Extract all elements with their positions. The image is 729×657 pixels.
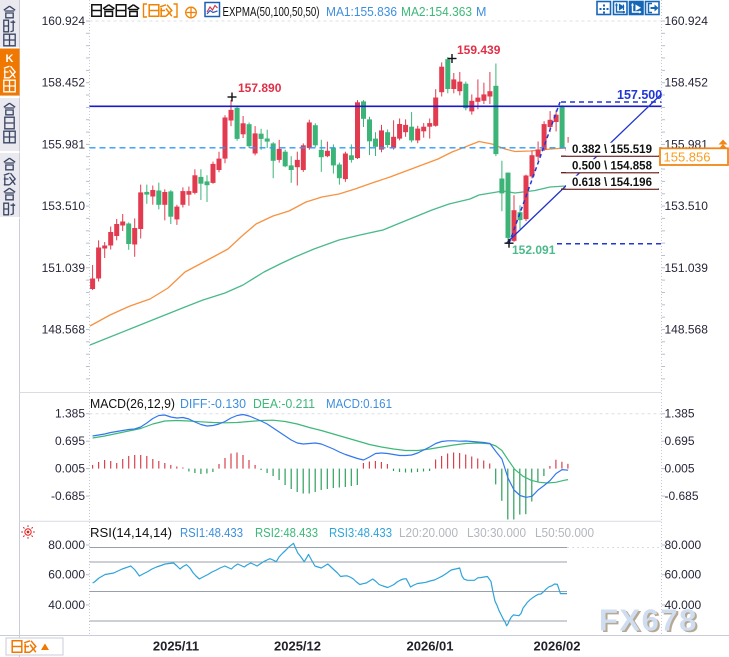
svg-text:40.000: 40.000 [665, 598, 702, 612]
svg-text:K: K [6, 53, 14, 65]
svg-text:157.890: 157.890 [238, 81, 282, 95]
svg-text:RSI1:48.433: RSI1:48.433 [180, 526, 243, 540]
svg-text:151.039: 151.039 [42, 261, 86, 275]
svg-text:60.000: 60.000 [665, 568, 702, 582]
svg-text:148.568: 148.568 [665, 323, 709, 337]
svg-text:155.981: 155.981 [42, 137, 86, 151]
svg-text:0.618 \ 154.196: 0.618 \ 154.196 [572, 177, 652, 189]
svg-text:L20:20.000: L20:20.000 [399, 526, 458, 540]
svg-text:RSI3:48.433: RSI3:48.433 [329, 526, 392, 540]
svg-text:0.005: 0.005 [665, 462, 695, 476]
svg-text:0.382 \ 155.519: 0.382 \ 155.519 [572, 144, 652, 156]
svg-text:DIFF:-0.130: DIFF:-0.130 [180, 397, 246, 411]
svg-text:160.924: 160.924 [42, 14, 86, 28]
svg-text:2025/12: 2025/12 [274, 639, 321, 654]
svg-text:0.500 \ 154.858: 0.500 \ 154.858 [572, 161, 653, 173]
svg-text:158.452: 158.452 [42, 76, 86, 90]
svg-text:M: M [476, 5, 486, 19]
svg-text:2026/01: 2026/01 [407, 639, 454, 654]
svg-text:RSI2:48.433: RSI2:48.433 [255, 526, 318, 540]
svg-text:L30:30.000: L30:30.000 [467, 526, 526, 540]
svg-text:DEA:-0.211: DEA:-0.211 [253, 397, 315, 411]
svg-text:157.500: 157.500 [617, 88, 662, 102]
svg-text:80.000: 80.000 [48, 538, 85, 552]
svg-text:RSI(14,14,14): RSI(14,14,14) [90, 526, 172, 540]
svg-text:MACD:0.161: MACD:0.161 [326, 397, 392, 411]
svg-text:160.924: 160.924 [665, 14, 709, 28]
svg-text:151.039: 151.039 [665, 261, 709, 275]
svg-text:-0.685: -0.685 [51, 489, 85, 503]
svg-text:155.856: 155.856 [664, 150, 711, 165]
svg-text:153.510: 153.510 [42, 199, 86, 213]
svg-text:2025/11: 2025/11 [153, 639, 199, 654]
svg-text:152.091: 152.091 [512, 243, 556, 257]
svg-text:FX678: FX678 [601, 604, 700, 639]
svg-text:L50:50.000: L50:50.000 [535, 526, 594, 540]
svg-text:MA2:154.363: MA2:154.363 [401, 5, 472, 19]
svg-text:158.452: 158.452 [665, 76, 709, 90]
svg-text:80.000: 80.000 [665, 538, 702, 552]
svg-text:0.695: 0.695 [55, 434, 85, 448]
svg-text:159.439: 159.439 [457, 43, 501, 57]
svg-text:153.510: 153.510 [665, 199, 709, 213]
svg-text:MA1:155.836: MA1:155.836 [326, 5, 397, 19]
svg-text:MACD(26,12,9): MACD(26,12,9) [90, 397, 175, 411]
svg-text:0.005: 0.005 [55, 462, 85, 476]
svg-text:EXPMA(50,100,50,50): EXPMA(50,100,50,50) [223, 5, 320, 19]
svg-text:-0.685: -0.685 [665, 489, 699, 503]
svg-text:FX678: FX678 [599, 603, 698, 638]
svg-text:40.000: 40.000 [48, 598, 85, 612]
svg-text:2026/02: 2026/02 [534, 639, 581, 654]
svg-text:1.385: 1.385 [665, 407, 695, 421]
svg-text:60.000: 60.000 [48, 568, 85, 582]
svg-text:1.385: 1.385 [55, 407, 85, 421]
svg-text:0.695: 0.695 [665, 434, 695, 448]
svg-text:148.568: 148.568 [42, 323, 86, 337]
